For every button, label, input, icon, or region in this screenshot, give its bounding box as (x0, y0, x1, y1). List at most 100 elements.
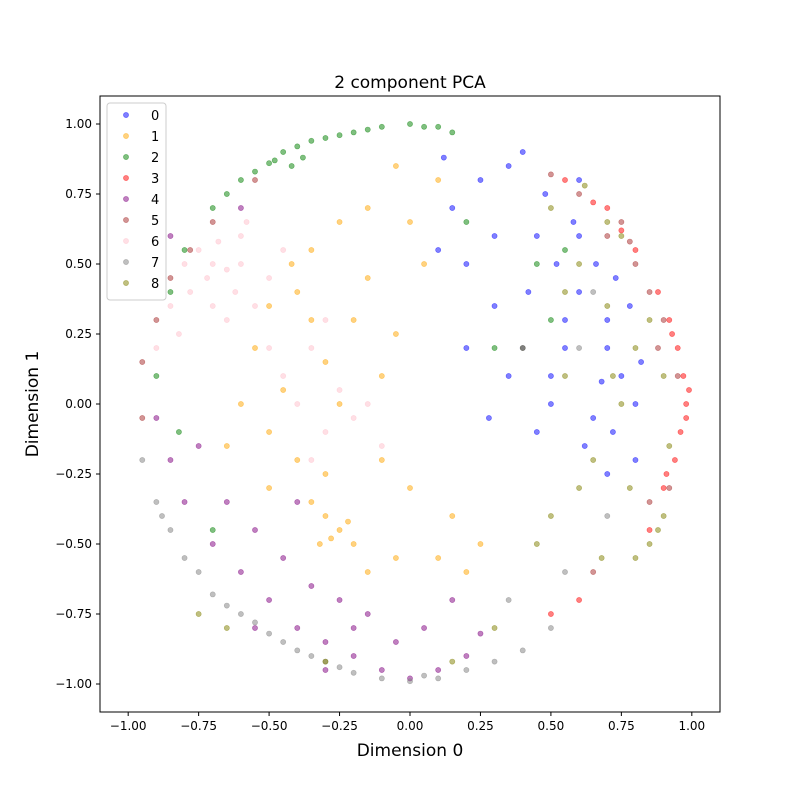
legend-label: 3 (151, 172, 159, 187)
legend-label: 5 (151, 214, 159, 229)
scatter-point-series-0 (632, 457, 639, 463)
scatter-point-series-3 (686, 387, 692, 393)
scatter-point-series-2 (322, 135, 329, 141)
scatter-point-series-6 (243, 219, 250, 225)
scatter-point-series-2 (364, 126, 371, 133)
scatter-point-series-5 (548, 171, 554, 178)
scatter-point-series-3 (618, 227, 625, 234)
y-tick-label: 0.00 (65, 397, 92, 411)
scatter-point-series-4 (195, 443, 202, 449)
x-tick-label: −1.00 (110, 719, 147, 733)
scatter-point-series-0 (548, 401, 554, 407)
scatter-point-series-0 (449, 205, 456, 211)
scatter-point-series-5 (655, 345, 661, 351)
scatter-point-series-4 (238, 205, 244, 211)
scatter-point-series-2 (271, 157, 278, 164)
legend-marker (123, 133, 129, 139)
scatter-point-series-8 (632, 345, 639, 351)
scatter-point-series-1 (308, 499, 315, 505)
scatter-point-series-1 (308, 317, 315, 323)
scatter-point-series-1 (238, 401, 244, 407)
scatter-point-series-8 (604, 303, 611, 309)
scatter-point-series-4 (266, 597, 272, 603)
scatter-point-series-8 (660, 513, 667, 519)
scatter-point-series-1 (280, 387, 287, 393)
scatter-point-series-7 (519, 647, 526, 654)
scatter-point-series-1 (364, 205, 371, 211)
scatter-point-series-2 (209, 527, 216, 533)
scatter-point-series-1 (350, 317, 357, 323)
scatter-point-series-0 (604, 471, 611, 477)
scatter-point-series-1 (322, 359, 329, 365)
scatter-point-series-7 (153, 499, 160, 505)
scatter-point-series-3 (683, 415, 690, 421)
scatter-point-series-5 (576, 191, 582, 197)
scatter-point-series-7 (181, 555, 188, 561)
x-axis-ticks: −1.00 −0.75 −0.50 −0.25 0.00 0.25 0.50 0.75 1.00 (110, 712, 705, 733)
scatter-point-series-7 (548, 625, 554, 631)
scatter-point-series-1 (266, 429, 272, 435)
scatter-point-series-1 (435, 177, 442, 183)
scatter-point-series-1 (336, 401, 343, 407)
scatter-point-series-2 (280, 149, 287, 155)
legend-marker (123, 154, 129, 160)
y-axis-label: Dimension 1 (23, 351, 43, 458)
scatter-point-series-7 (421, 672, 427, 679)
scatter-point-series-4 (181, 499, 188, 505)
legend-label: 4 (151, 193, 159, 208)
scatter-point-series-8 (576, 261, 582, 267)
x-tick-label: 1.00 (678, 719, 705, 733)
scatter-point-series-8 (491, 625, 498, 631)
scatter-point-series-3 (655, 289, 661, 295)
scatter-point-series-0 (570, 219, 577, 225)
scatter-point-series-8 (666, 443, 673, 449)
scatter-point-series-3 (683, 401, 690, 407)
scatter-point-series-0 (562, 317, 568, 323)
scatter-point-series-7 (378, 675, 385, 682)
x-tick-label: −0.50 (251, 719, 288, 733)
scatter-point-series-1 (477, 541, 484, 547)
scatter-point-series-6 (223, 266, 230, 273)
scatter-point-series-8 (533, 541, 540, 547)
scatter-point-series-1 (316, 541, 323, 547)
scatter-point-series-7 (576, 345, 582, 351)
scatter-point-series-2 (300, 154, 306, 161)
scatter-point-series-7 (590, 289, 597, 295)
scatter-point-series-3 (674, 345, 681, 351)
legend-marker (123, 175, 129, 181)
scatter-point-series-2 (421, 123, 427, 130)
scatter-point-series-3 (669, 331, 675, 337)
scatter-point-series-6 (294, 401, 301, 407)
scatter-point-series-2 (435, 123, 442, 130)
scatter-point-series-5 (590, 569, 597, 575)
points-layer (139, 121, 692, 685)
scatter-point-series-7 (195, 569, 202, 575)
scatter-point-series-2 (209, 205, 216, 211)
scatter-point-series-7 (238, 611, 244, 617)
scatter-point-series-4 (393, 639, 399, 645)
scatter-point-series-6 (204, 275, 210, 281)
scatter-point-series-4 (421, 625, 427, 631)
scatter-point-series-4 (449, 597, 456, 603)
scatter-point-series-2 (181, 247, 188, 253)
scatter-point-series-5 (646, 289, 653, 295)
scatter-point-series-3 (590, 199, 597, 206)
scatter-point-series-3 (666, 317, 673, 323)
scatter-point-series-1 (336, 219, 343, 225)
scatter-point-series-5 (674, 373, 681, 379)
scatter-point-series-8 (195, 611, 202, 617)
scatter-point-series-0 (612, 275, 619, 281)
x-tick-label: 0.00 (397, 719, 424, 733)
scatter-point-series-4 (336, 597, 343, 603)
y-tick-label: 0.75 (65, 187, 92, 201)
scatter-point-series-7 (266, 630, 272, 637)
scatter-point-series-5 (187, 247, 194, 253)
scatter-point-series-2 (491, 345, 498, 351)
scatter-point-series-0 (618, 373, 625, 379)
scatter-point-series-7 (280, 639, 287, 645)
scatter-point-series-0 (610, 429, 616, 435)
scatter-point-series-6 (181, 261, 188, 267)
scatter-point-series-8 (519, 345, 526, 351)
x-tick-label: 0.75 (608, 719, 635, 733)
scatter-point-series-1 (322, 471, 329, 477)
